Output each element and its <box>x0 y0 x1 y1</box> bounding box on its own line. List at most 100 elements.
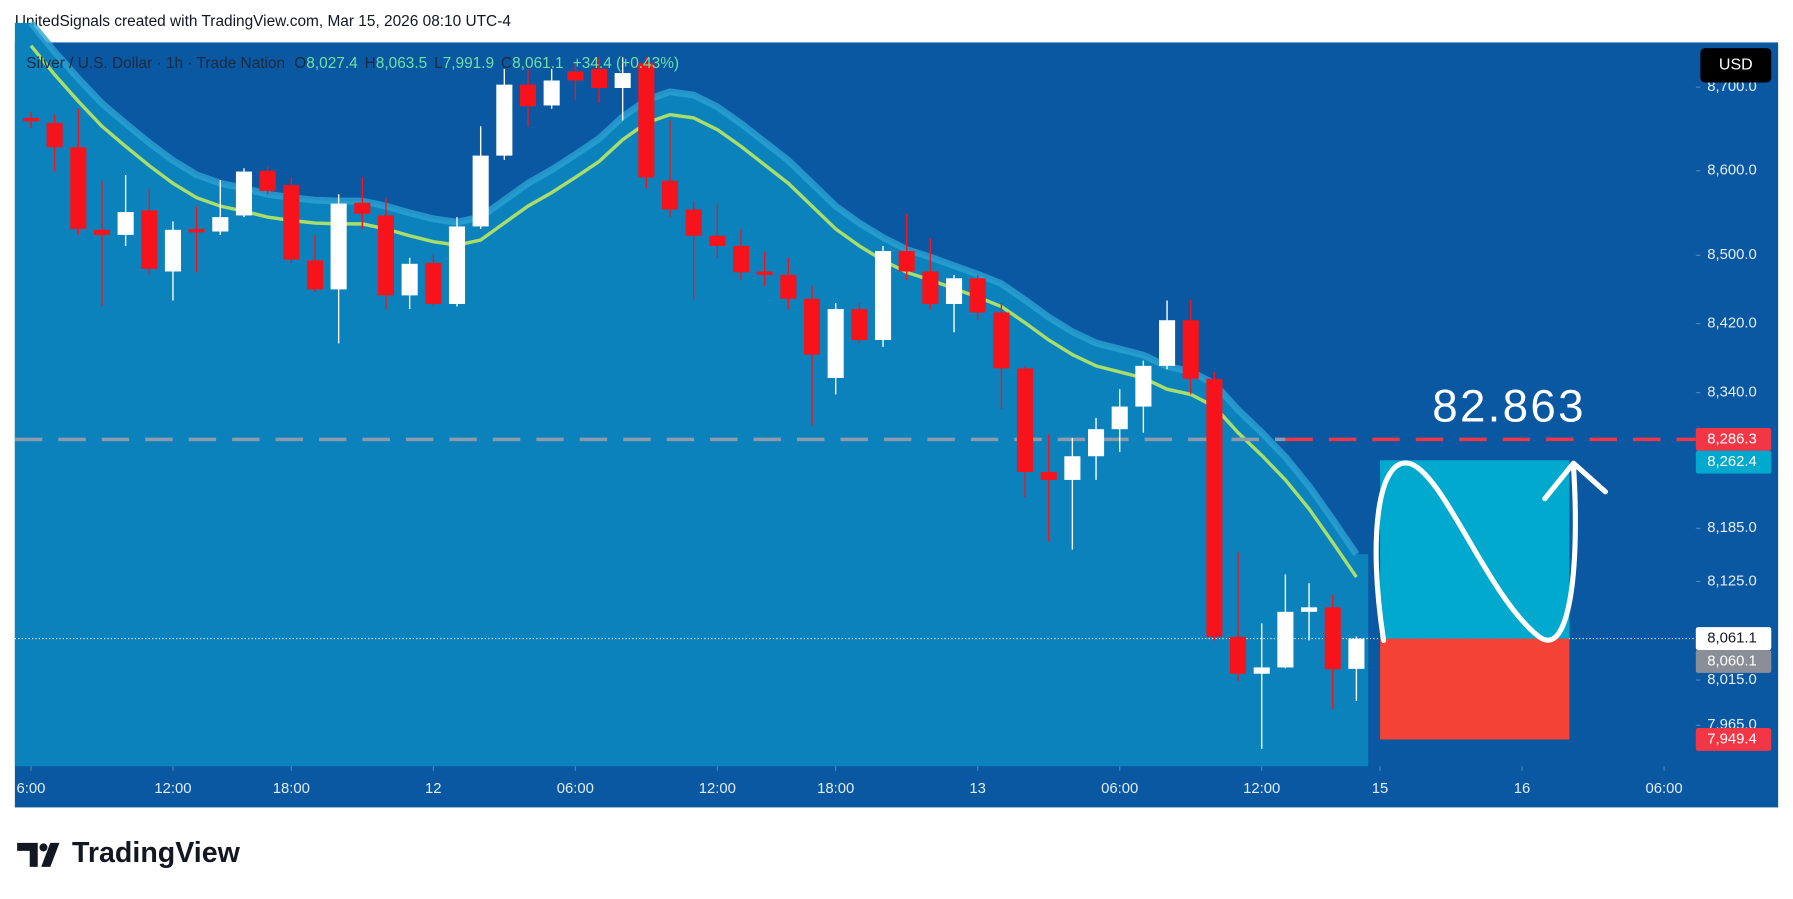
candle-body <box>425 262 442 304</box>
price-label-box <box>1695 650 1772 673</box>
annotation: 82.863 <box>1432 381 1586 432</box>
candle-body <box>827 309 844 378</box>
candle-body <box>945 278 963 304</box>
candle-body <box>1016 368 1034 472</box>
y-tick-label: 8,600.0 <box>1707 163 1757 179</box>
candle-body <box>164 229 182 272</box>
candle-body <box>1253 667 1270 674</box>
candle-body <box>22 117 40 122</box>
candle-body <box>614 73 631 88</box>
logo-shape <box>17 842 38 867</box>
candle-body <box>472 155 489 227</box>
currency-label[interactable]: USD <box>1719 57 1753 74</box>
chart-legend: Silver / U.S. Dollar · 1h · Trade Nation… <box>26 55 679 72</box>
x-tick-label: 06:00 <box>557 781 594 797</box>
legend-value: 8,063.5 <box>376 55 427 72</box>
candle-body <box>496 84 513 156</box>
x-tick-label: 06:00 <box>1101 781 1138 797</box>
ma-cloud <box>14 22 1369 767</box>
projection-curve <box>1373 460 1578 644</box>
projection-arrowhead <box>1542 460 1609 502</box>
y-tick-label: 8,125.0 <box>1707 573 1757 589</box>
candle-body <box>1087 429 1105 457</box>
price-label: 8,286.3 <box>1707 431 1757 447</box>
y-tick-label: 8,420.0 <box>1707 316 1757 332</box>
logo-slash <box>41 842 60 867</box>
candle-body <box>803 298 821 355</box>
candle-body <box>756 271 773 275</box>
candle-layer <box>22 57 1365 749</box>
candle-body <box>330 203 347 290</box>
x-tick-label: 18:00 <box>817 781 854 797</box>
candle-body <box>188 228 205 233</box>
price-label: 8,061.1 <box>1707 631 1757 647</box>
x-tick-label: 6:00 <box>16 781 45 797</box>
axis-layer: 8,700.0 8,600.0 8,500.0 8,420.0 8,340.0 8,185… <box>16 79 1772 797</box>
candle-body <box>354 202 371 214</box>
price-label: 8,262.4 <box>1707 454 1757 470</box>
legend-key: H <box>365 55 376 72</box>
legend-key: C <box>501 55 512 72</box>
candle-body <box>306 260 324 290</box>
candle-body <box>993 312 1010 369</box>
legend-value: 7,991.9 <box>443 55 494 72</box>
candle-body <box>519 84 537 107</box>
candle-body <box>235 171 253 216</box>
candle-body <box>117 212 134 235</box>
candle-body <box>1159 320 1176 366</box>
currency-button[interactable] <box>1700 48 1772 83</box>
candle-body <box>590 68 608 88</box>
x-tick-label: 13 <box>969 781 986 797</box>
candle-body <box>1348 638 1365 669</box>
brand-name: TradingView <box>72 837 241 869</box>
candle-body <box>1040 471 1057 480</box>
candle-body <box>212 217 229 232</box>
candle-body <box>46 122 63 148</box>
candle-body <box>543 80 560 106</box>
y-tick-label: 8,015.0 <box>1707 672 1757 688</box>
candle-body <box>1135 365 1152 407</box>
y-tick-label: 8,700.0 <box>1707 79 1757 95</box>
candle-body <box>1111 406 1128 430</box>
candle-body <box>1277 611 1294 668</box>
candle-body <box>922 271 939 304</box>
legend-values: O8,027.4 H8,063.5 L7,991.9 C8,061.1 <box>294 55 563 72</box>
candle-body <box>969 278 986 313</box>
candle-body <box>377 215 395 296</box>
price-label-box <box>1695 450 1772 474</box>
legend-key: L <box>434 55 443 72</box>
x-tick-label: 15 <box>1372 781 1389 797</box>
candle-body <box>661 180 679 210</box>
candle-body <box>1206 378 1223 637</box>
candle-body <box>732 245 750 273</box>
candle-body <box>1301 607 1318 612</box>
price-label-box <box>1695 627 1772 651</box>
candle-body <box>851 309 868 340</box>
price-label-box <box>1695 427 1772 451</box>
candle-body <box>141 210 158 269</box>
y-tick-label: 8,500.0 <box>1707 247 1757 263</box>
x-tick-label: 12:00 <box>154 781 191 797</box>
symbol-title: Silver / U.S. Dollar · 1h · Trade Nation <box>26 55 285 72</box>
candle-body <box>1064 456 1081 480</box>
candle-body <box>259 170 276 191</box>
x-tick-label: 06:00 <box>1645 781 1682 797</box>
candle-body <box>567 71 584 81</box>
legend-value: 8,027.4 <box>306 55 358 72</box>
y-tick-label: 8,185.0 <box>1707 520 1757 536</box>
legend-key: O <box>294 55 306 72</box>
x-tick-label: 16 <box>1514 781 1531 797</box>
brand-logo <box>17 842 60 867</box>
attribution: UnitedSignals created with TradingView.c… <box>15 13 511 30</box>
candle-body <box>709 235 726 246</box>
candle-body <box>898 251 915 272</box>
candle-body <box>70 147 87 229</box>
x-tick-label: 12:00 <box>699 781 736 797</box>
stop-zone <box>1380 638 1570 740</box>
candle-body <box>1230 636 1247 674</box>
candle-body <box>685 209 702 236</box>
candle-body <box>1182 320 1199 379</box>
y-tick-label: 8,340.0 <box>1707 385 1757 401</box>
